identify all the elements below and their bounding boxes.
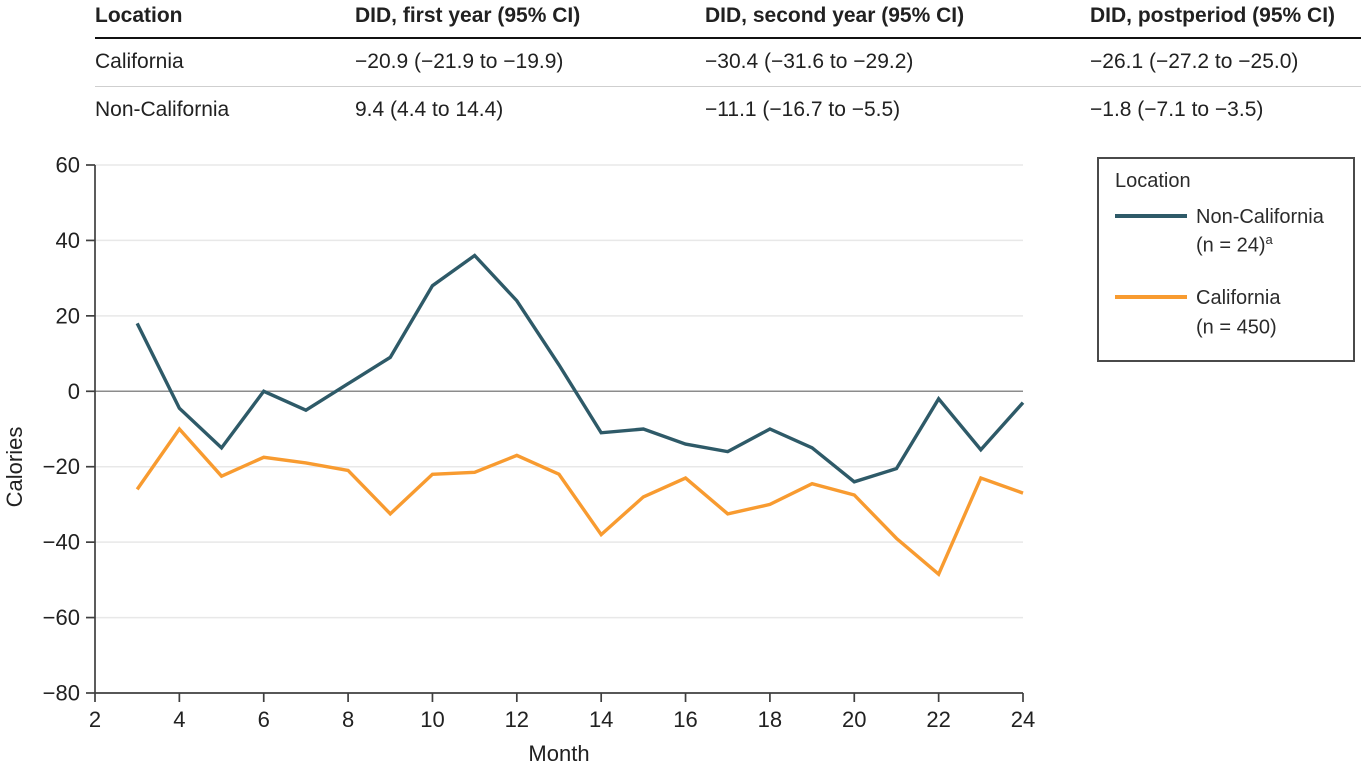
legend-label: California (n = 450) [1196, 284, 1280, 341]
cell-postperiod: −1.8 (−7.1 to −3.5) [1090, 98, 1264, 121]
y-axis-title: Calories [2, 427, 27, 508]
cell-first-year: 9.4 (4.4 to 14.4) [355, 98, 504, 121]
x-tick-label: 22 [926, 707, 950, 732]
series-line-non-california-n-24 [135, 253, 1025, 484]
y-tick-label: 60 [56, 153, 80, 178]
cell-location: Non-California [95, 98, 230, 121]
table-row: Non-California 9.4 (4.4 to 14.4) −11.1 (… [95, 87, 1361, 134]
y-tick-label: 40 [56, 228, 80, 253]
cell-first-year: −20.9 (−21.9 to −19.9) [355, 50, 564, 73]
x-tick-label: 12 [505, 707, 529, 732]
cell-location: California [95, 50, 184, 73]
x-tick-label: 10 [420, 707, 444, 732]
x-tick-label: 18 [758, 707, 782, 732]
x-axis-title: Month [528, 741, 589, 766]
x-tick-label: 2 [89, 707, 101, 732]
x-tick-label: 4 [173, 707, 185, 732]
legend-entry-non-california: Non-California (n = 24)a [1115, 203, 1343, 260]
legend-entry-name: California [1196, 287, 1281, 310]
series-line-california-n-450 [135, 426, 1024, 577]
y-tick-label: −40 [43, 530, 80, 555]
column-header-postperiod: DID, postperiod (95% CI) [1090, 4, 1336, 27]
x-tick-label: 16 [673, 707, 697, 732]
x-tick-label: 24 [1011, 707, 1035, 732]
y-tick-label: 20 [56, 303, 80, 328]
y-tick-label: −60 [43, 605, 80, 630]
non-california-line-swatch [1115, 214, 1187, 218]
x-tick-label: 20 [842, 707, 866, 732]
x-tick-label: 8 [342, 707, 354, 732]
y-tick-label: −80 [43, 681, 80, 706]
cell-postperiod: −26.1 (−27.2 to −25.0) [1090, 50, 1299, 73]
table-header-row: Location DID, first year (95% CI) DID, s… [95, 4, 1361, 39]
legend-entry-n: (n = 450) [1196, 316, 1277, 339]
did-results-table: Location DID, first year (95% CI) DID, s… [95, 4, 1361, 134]
table-row: California −20.9 (−21.9 to −19.9) −30.4 … [95, 39, 1361, 87]
legend-entry-n: (n = 24) [1196, 235, 1266, 258]
chart-legend: Location Non-California (n = 24)a Califo… [1097, 157, 1355, 362]
column-header-location: Location [95, 4, 183, 27]
cell-second-year: −11.1 (−16.7 to −5.5) [705, 98, 901, 121]
cell-second-year: −30.4 (−31.6 to −29.2) [705, 50, 914, 73]
legend-entry-california: California (n = 450) [1115, 284, 1343, 341]
legend-title: Location [1115, 170, 1191, 192]
column-header-first-year: DID, first year (95% CI) [355, 4, 581, 27]
y-tick-label: 0 [68, 379, 80, 404]
y-tick-label: −20 [43, 454, 80, 479]
footnote-marker: a [1265, 232, 1273, 248]
california-line-swatch [1115, 295, 1187, 299]
column-header-second-year: DID, second year (95% CI) [705, 4, 965, 27]
legend-label: Non-California (n = 24)a [1196, 203, 1324, 260]
legend-entry-name: Non-California [1196, 206, 1324, 228]
x-tick-label: 14 [589, 707, 613, 732]
x-tick-label: 6 [258, 707, 270, 732]
